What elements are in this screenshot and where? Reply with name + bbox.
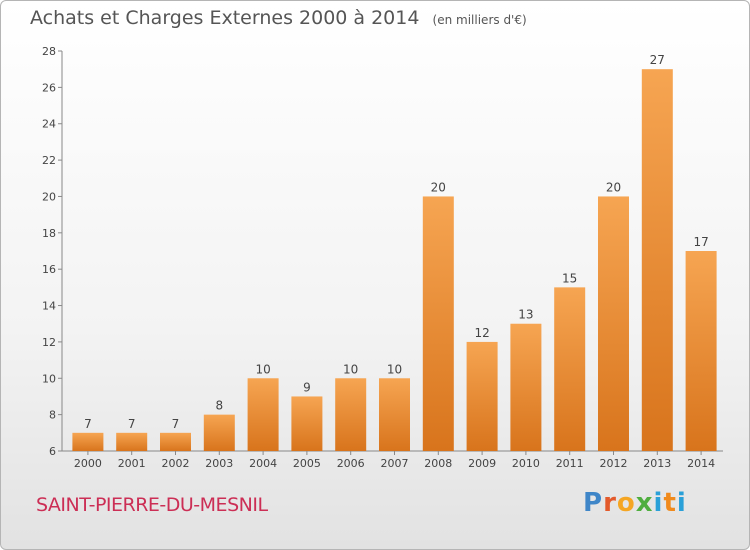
x-tick-label: 2012 (600, 457, 628, 470)
title-row: Achats et Charges Externes 2000 à 2014 (… (30, 7, 527, 29)
bar (685, 251, 717, 451)
y-tick-label: 20 (42, 190, 56, 203)
data-label: 12 (474, 326, 489, 340)
y-tick-label: 10 (42, 372, 56, 385)
data-label: 9 (303, 380, 311, 394)
data-label: 15 (562, 271, 577, 285)
x-tick-label: 2002 (162, 457, 190, 470)
data-label: 13 (518, 308, 533, 322)
x-tick-label: 2000 (74, 457, 102, 470)
data-label: 7 (84, 417, 92, 431)
chart-subtitle: (en milliers d'€) (432, 13, 527, 27)
x-tick-label: 2001 (118, 457, 146, 470)
y-tick-label: 28 (42, 45, 56, 58)
x-tick-label: 2013 (643, 457, 671, 470)
y-tick-label: 6 (49, 445, 56, 458)
data-label: 10 (255, 362, 270, 376)
y-tick-label: 18 (42, 227, 56, 240)
data-label: 7 (172, 417, 180, 431)
x-tick-label: 2009 (468, 457, 496, 470)
bar (554, 287, 586, 451)
bar (598, 196, 629, 451)
x-tick-label: 2005 (293, 457, 321, 470)
bar (379, 378, 410, 451)
x-tick-label: 2003 (205, 457, 233, 470)
bar (422, 196, 454, 451)
data-label: 10 (343, 362, 358, 376)
y-tick-label: 22 (42, 154, 56, 167)
bar (291, 396, 323, 451)
data-label: 7 (128, 417, 136, 431)
data-label: 10 (387, 362, 402, 376)
y-tick-label: 16 (42, 263, 56, 276)
data-label: 20 (606, 180, 621, 194)
y-tick-label: 8 (49, 409, 56, 422)
data-label: 17 (693, 235, 708, 249)
x-tick-label: 2014 (687, 457, 715, 470)
data-label: 27 (650, 53, 665, 67)
bar (510, 323, 542, 451)
x-tick-label: 2011 (556, 457, 584, 470)
bar (641, 69, 673, 451)
x-tick-label: 2006 (337, 457, 365, 470)
chart-title: Achats et Charges Externes 2000 à 2014 (30, 7, 420, 29)
bar (160, 432, 191, 451)
x-tick-label: 2007 (381, 457, 409, 470)
bar (116, 432, 148, 451)
x-tick-label: 2008 (424, 457, 452, 470)
bar (335, 378, 367, 451)
x-tick-label: 2004 (249, 457, 277, 470)
bar (247, 378, 279, 451)
bar (466, 341, 498, 451)
data-label: 8 (215, 399, 223, 413)
y-tick-label: 26 (42, 81, 56, 94)
commune-name: SAINT-PIERRE-DU-MESNIL (36, 494, 268, 516)
bar (72, 432, 104, 451)
proxiti-logo[interactable]: Proxiti (583, 488, 687, 518)
data-label: 20 (431, 180, 446, 194)
y-tick-label: 12 (42, 336, 56, 349)
y-tick-label: 24 (42, 118, 56, 131)
y-tick-label: 14 (42, 300, 56, 313)
x-tick-label: 2010 (512, 457, 540, 470)
bar (203, 414, 235, 451)
